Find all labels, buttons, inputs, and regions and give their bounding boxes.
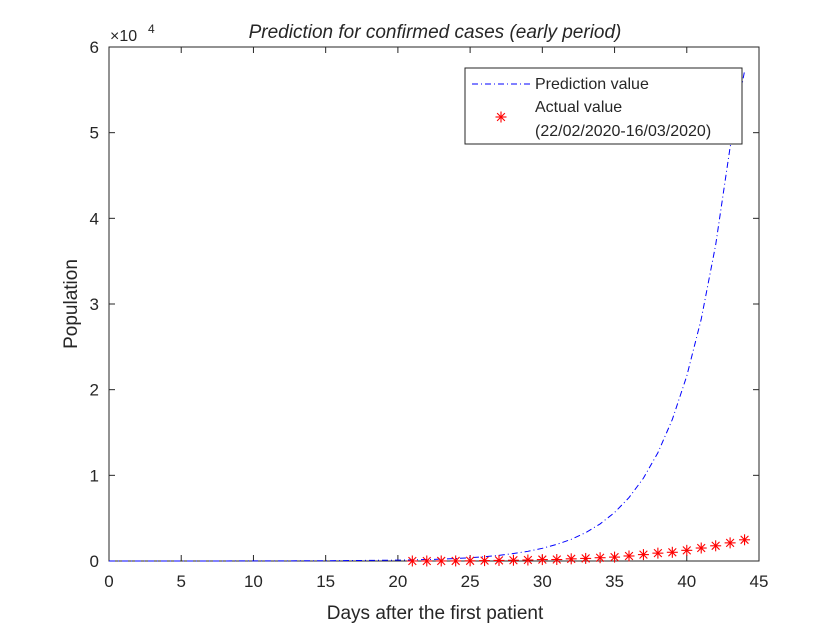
actual-value-point bbox=[450, 555, 462, 567]
actual-value-point bbox=[421, 555, 433, 567]
actual-value-point bbox=[536, 554, 548, 566]
x-tick-label: 0 bbox=[104, 572, 113, 591]
y-tick-label: 2 bbox=[90, 381, 99, 400]
actual-value-point bbox=[522, 554, 534, 566]
actual-value-point bbox=[565, 553, 577, 565]
y-axis-label: Population bbox=[61, 259, 82, 349]
legend-marker-actual bbox=[495, 111, 507, 123]
y-exponent-base: ×10 bbox=[110, 28, 137, 45]
actual-value-point bbox=[464, 555, 476, 567]
actual-value-point bbox=[637, 549, 649, 561]
actual-value-point bbox=[479, 555, 491, 567]
x-tick-label: 20 bbox=[388, 572, 407, 591]
y-tick-label: 4 bbox=[90, 209, 99, 228]
x-tick-label: 10 bbox=[244, 572, 263, 591]
actual-value-point bbox=[594, 552, 606, 564]
legend: Prediction value Actual value (22/02/202… bbox=[464, 67, 743, 145]
y-tick-label: 6 bbox=[90, 38, 99, 57]
y-tick-label: 3 bbox=[90, 295, 99, 314]
actual-value-point bbox=[609, 551, 621, 563]
y-tick-label: 0 bbox=[90, 552, 99, 571]
actual-value-point bbox=[580, 552, 592, 564]
actual-value-point bbox=[406, 555, 418, 567]
actual-value-point bbox=[435, 555, 447, 567]
actual-value-point bbox=[666, 546, 678, 558]
actual-value-point bbox=[623, 550, 635, 562]
legend-item-prediction: Prediction value bbox=[472, 76, 649, 93]
actual-value-point bbox=[652, 547, 664, 559]
actual-value-point bbox=[681, 544, 693, 556]
chart-title: Prediction for confirmed cases (early pe… bbox=[249, 22, 622, 43]
prediction-value-line bbox=[108, 70, 746, 562]
y-tick-label: 1 bbox=[90, 466, 99, 485]
actual-value-point bbox=[507, 554, 519, 566]
x-tick-label: 15 bbox=[316, 572, 335, 591]
legend-label-actual-line1: Actual value bbox=[535, 99, 622, 116]
actual-value-point bbox=[710, 540, 722, 552]
x-axis-label: Days after the first patient bbox=[327, 603, 544, 624]
x-tick-label: 25 bbox=[461, 572, 480, 591]
y-tick-label: 5 bbox=[90, 124, 99, 143]
actual-value-point bbox=[493, 554, 505, 566]
y-exponent-power: 4 bbox=[148, 22, 155, 36]
legend-asterisk-icon bbox=[495, 111, 507, 123]
legend-label-actual-line2: (22/02/2020-16/03/2020) bbox=[535, 123, 711, 140]
actual-value-point bbox=[724, 537, 736, 549]
actual-value-point bbox=[551, 554, 563, 566]
x-tick-label: 30 bbox=[533, 572, 552, 591]
y-exponent-label: ×10 4 bbox=[110, 22, 155, 45]
legend-box bbox=[464, 67, 743, 145]
series bbox=[108, 70, 751, 567]
x-tick-label: 45 bbox=[750, 572, 769, 591]
x-tick-label: 40 bbox=[677, 572, 696, 591]
legend-item-actual: Actual value (22/02/2020-16/03/2020) bbox=[495, 99, 711, 140]
actual-value-point bbox=[695, 542, 707, 554]
x-tick-label: 35 bbox=[605, 572, 624, 591]
legend-label-prediction: Prediction value bbox=[535, 76, 649, 93]
actual-value-point bbox=[739, 534, 751, 546]
x-tick-label: 5 bbox=[176, 572, 185, 591]
